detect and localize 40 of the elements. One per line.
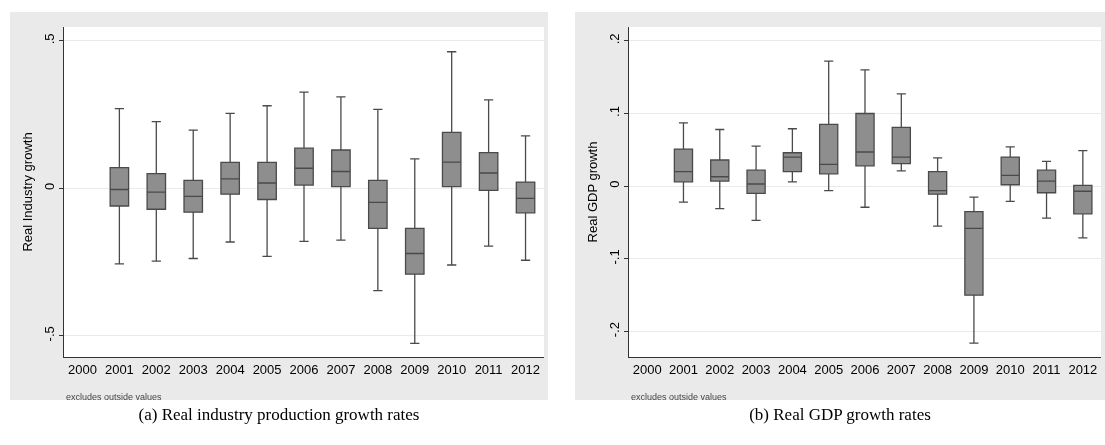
y-tick-label: 0 (41, 182, 57, 190)
x-tick-label: 2012 (511, 361, 540, 377)
x-tick-label: 2005 (252, 361, 282, 377)
y-tick-label: 0 (606, 180, 622, 188)
x-tick-label: 2008 (923, 361, 953, 377)
y-tick-label: -.2 (606, 322, 622, 338)
x-tick-label: 2004 (777, 361, 807, 377)
y-tick-label: -.5 (41, 326, 57, 342)
x-tick-label: 2008 (363, 361, 393, 377)
x-tick-label: 2003 (178, 361, 208, 377)
text: excludes outside values (631, 392, 728, 402)
x-tick-label: 2006 (289, 361, 319, 377)
x-tick-label: 2011 (474, 361, 503, 377)
x-tick-label: 2007 (326, 361, 356, 377)
x-tick-label: 2001 (104, 361, 134, 377)
x-tick-label: 2006 (850, 361, 880, 377)
x-tick-label: 2010 (995, 361, 1025, 377)
y-tick-label: .5 (41, 33, 57, 45)
x-tick-label: 2009 (400, 361, 430, 377)
x-tick-label: 2007 (886, 361, 916, 377)
x-tick-label: 2012 (1068, 361, 1098, 377)
x-tick-label: 2000 (632, 361, 662, 377)
x-tick-label: 2011 (1032, 361, 1061, 377)
x-tick-label: 2004 (215, 361, 245, 377)
y-axis-title: Real GDP growth (584, 141, 600, 243)
x-tick-label: 2002 (141, 361, 171, 377)
x-tick-label: 2002 (705, 361, 735, 377)
y-tick-label: .2 (606, 33, 622, 45)
text: excludes outside values (66, 392, 163, 402)
x-tick-label: 2001 (669, 361, 698, 377)
y-tick-label: -.1 (606, 249, 622, 265)
x-tick-label: 2003 (741, 361, 771, 377)
x-tick-label: 2000 (68, 361, 97, 377)
y-axis-title: Real Industry growth (19, 132, 35, 252)
y-tick-label: .1 (606, 106, 622, 117)
x-tick-label: 2010 (437, 361, 467, 377)
x-tick-label: 2005 (814, 361, 844, 377)
x-tick-label: 2009 (959, 361, 989, 377)
text: (b) Real GDP growth rates (748, 405, 932, 425)
text: (a) Real industry production growth rates (137, 405, 421, 425)
